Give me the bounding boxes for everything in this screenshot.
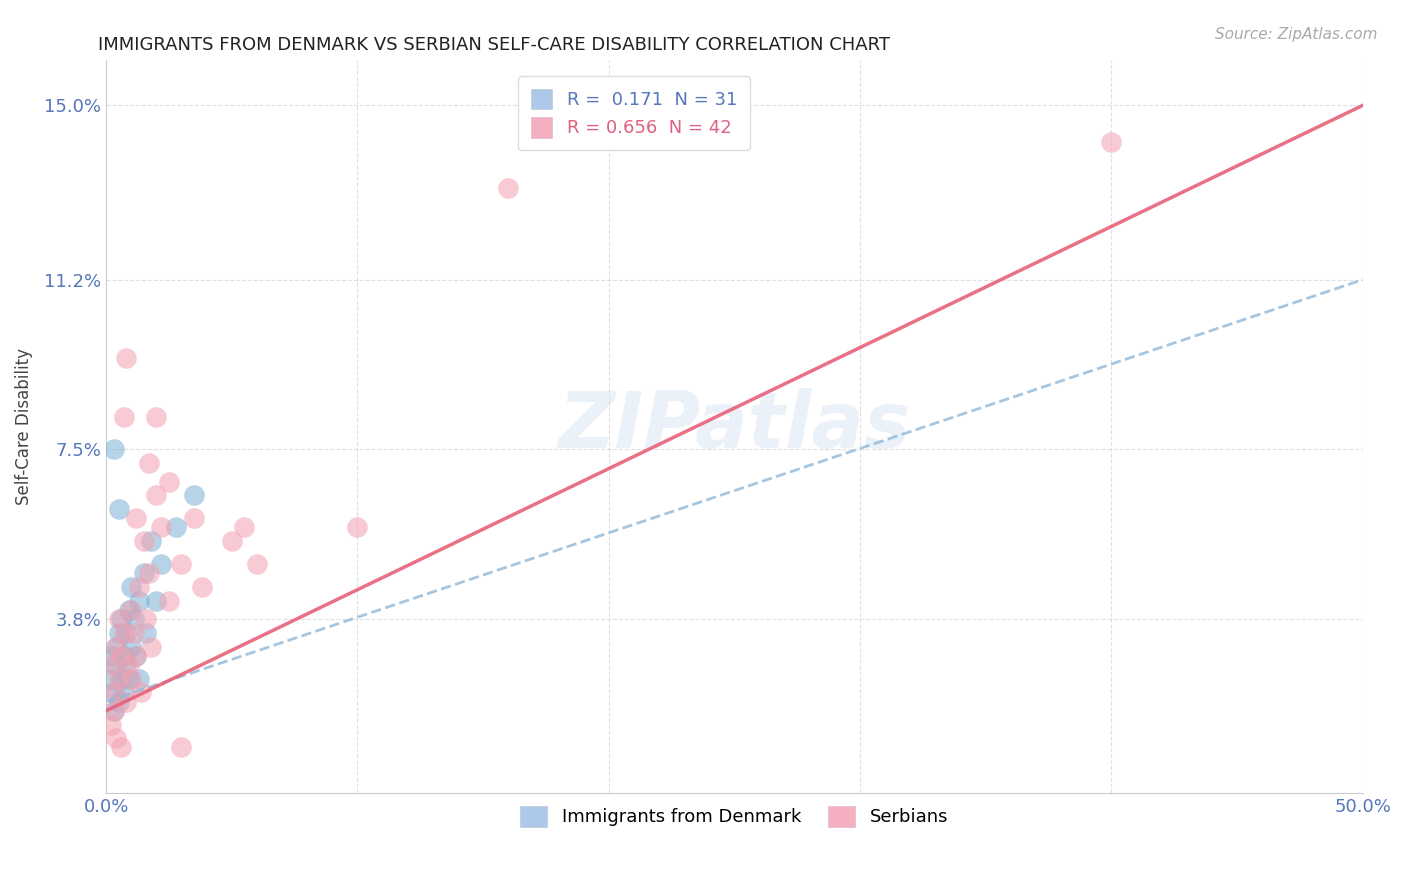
Legend: Immigrants from Denmark, Serbians: Immigrants from Denmark, Serbians <box>512 797 957 836</box>
Point <box>110 672 132 686</box>
Point <box>128 593 150 607</box>
Point <box>1099 135 1122 149</box>
Point <box>135 625 157 640</box>
Point <box>120 640 142 654</box>
Point <box>115 625 138 640</box>
Text: Source: ZipAtlas.com: Source: ZipAtlas.com <box>1215 27 1378 42</box>
Point <box>110 648 132 663</box>
Point <box>100 657 122 672</box>
Point <box>496 181 519 195</box>
Point <box>105 640 128 654</box>
Point <box>107 695 129 709</box>
Point <box>166 520 188 534</box>
Point <box>103 704 125 718</box>
Point <box>125 648 148 663</box>
Point <box>170 557 193 571</box>
Point <box>141 640 163 654</box>
Point <box>100 672 122 686</box>
Point <box>118 672 141 686</box>
Point <box>138 566 160 581</box>
Point <box>128 580 150 594</box>
Point <box>183 511 205 525</box>
Point <box>190 580 212 594</box>
Point <box>103 685 125 699</box>
Point <box>105 731 128 746</box>
Point <box>103 704 125 718</box>
Point <box>125 511 148 525</box>
Point <box>112 685 135 699</box>
Point <box>233 520 256 534</box>
Point <box>112 648 135 663</box>
Point <box>120 580 142 594</box>
Text: IMMIGRANTS FROM DENMARK VS SERBIAN SELF-CARE DISABILITY CORRELATION CHART: IMMIGRANTS FROM DENMARK VS SERBIAN SELF-… <box>98 36 890 54</box>
Point <box>110 740 132 755</box>
Point <box>120 603 142 617</box>
Point <box>145 410 167 425</box>
Point <box>129 685 152 699</box>
Point <box>145 593 167 607</box>
Point <box>122 612 145 626</box>
Text: ZIPatlas: ZIPatlas <box>558 389 911 465</box>
Point <box>100 648 122 663</box>
Point <box>125 648 148 663</box>
Point <box>107 672 129 686</box>
Point <box>138 456 160 470</box>
Point <box>107 502 129 516</box>
Point <box>105 657 128 672</box>
Point <box>346 520 368 534</box>
Point <box>115 657 138 672</box>
Point <box>132 566 155 581</box>
Point <box>246 557 269 571</box>
Point <box>183 488 205 502</box>
Point <box>100 717 122 731</box>
Point <box>141 534 163 549</box>
Point <box>112 625 135 640</box>
Point <box>115 695 138 709</box>
Point <box>110 612 132 626</box>
Point <box>118 657 141 672</box>
Point <box>103 442 125 457</box>
Point <box>150 557 173 571</box>
Point <box>122 625 145 640</box>
Point <box>112 410 135 425</box>
Point <box>107 612 129 626</box>
Point <box>105 640 128 654</box>
Point <box>103 685 125 699</box>
Point <box>157 475 180 489</box>
Point <box>157 593 180 607</box>
Point <box>145 488 167 502</box>
Point <box>107 625 129 640</box>
Point <box>120 672 142 686</box>
Point <box>118 603 141 617</box>
Point <box>170 740 193 755</box>
Y-axis label: Self-Care Disability: Self-Care Disability <box>15 348 32 505</box>
Point <box>115 351 138 365</box>
Point <box>128 672 150 686</box>
Point <box>150 520 173 534</box>
Point <box>135 612 157 626</box>
Point <box>221 534 243 549</box>
Point <box>132 534 155 549</box>
